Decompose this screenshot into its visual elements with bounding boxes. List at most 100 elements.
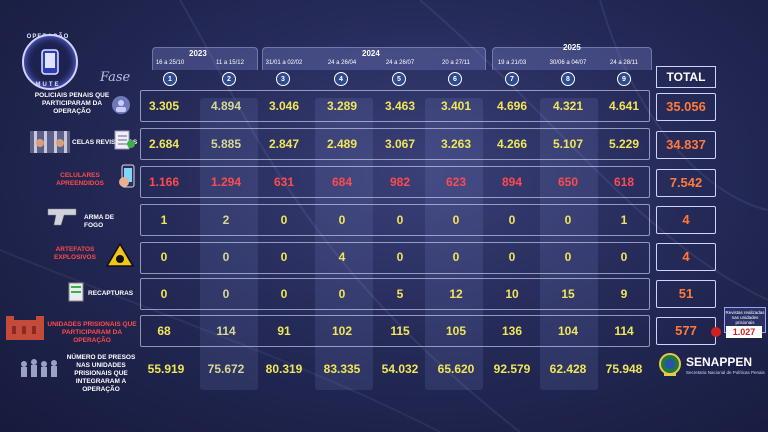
cell-value: 12 <box>449 287 463 301</box>
phase-date: 16 a 25/10 <box>155 60 185 66</box>
cell-value: 0 <box>338 287 346 301</box>
phase-number-badge: 3 <box>276 72 290 86</box>
cell-value: 0 <box>452 250 460 264</box>
cell-value: 55.919 <box>147 362 185 376</box>
cell-value: 3.263 <box>440 137 472 151</box>
phase-number-badge: 1 <box>163 72 177 86</box>
column-shade <box>540 98 598 390</box>
cell-value: 9 <box>620 287 628 301</box>
column-shade <box>315 98 373 390</box>
cell-value: 0 <box>160 287 168 301</box>
cell-value: 114 <box>216 324 236 338</box>
phase-number-badge: 4 <box>334 72 348 86</box>
cell-value: 3.305 <box>148 99 180 113</box>
prisoners-crowd-icon <box>21 359 57 377</box>
phase-number-badge: 9 <box>617 72 631 86</box>
cell-bars-icon <box>30 131 70 153</box>
alert-dot-icon <box>711 327 721 337</box>
phase-date: 11 a 15/12 <box>216 60 244 66</box>
row-label-presos: NÚMERO DE PRESOS NAS UNIDADES PRISIONAIS… <box>66 354 136 393</box>
cell-value: 1.166 <box>148 175 180 189</box>
cell-value: 104 <box>557 324 579 338</box>
row-label-policiais: POLICIAIS PENAIS QUE PARTICIPARAM DA OPE… <box>34 92 110 115</box>
phone-icon <box>41 49 59 75</box>
total-value: 4 <box>656 243 716 271</box>
phase-number-badge: 2 <box>222 72 236 86</box>
cell-value: 0 <box>508 250 516 264</box>
cell-value: 4.894 <box>210 99 242 113</box>
cell-value: 0 <box>564 250 572 264</box>
total-value: 7.542 <box>656 169 716 197</box>
cell-value: 4.321 <box>552 99 584 113</box>
explosive-warning-icon <box>106 242 134 267</box>
cell-value: 15 <box>561 287 575 301</box>
row-label-recapturas: RECAPTURAS <box>88 290 134 297</box>
cell-value: 0 <box>396 213 404 227</box>
cell-value: 3.463 <box>384 99 416 113</box>
year-header-2023 <box>152 47 258 70</box>
revistas-note-value: 1.027 <box>726 326 762 338</box>
cell-value: 83.335 <box>323 362 361 376</box>
phone-hand-icon <box>119 164 135 188</box>
cell-value: 4 <box>338 250 346 264</box>
cell-value: 1 <box>160 213 168 227</box>
cell-value: 2.684 <box>148 137 180 151</box>
prison-building-icon <box>6 316 44 340</box>
total-value: 51 <box>656 280 716 308</box>
operation-logo <box>22 34 78 90</box>
cell-value: 894 <box>501 175 523 189</box>
year-label: 2023 <box>189 49 207 58</box>
cell-value: 0 <box>222 250 230 264</box>
phase-date: 30/06 a 04/07 <box>549 60 587 66</box>
year-label: 2025 <box>563 43 581 52</box>
total-value: 35.056 <box>656 93 716 121</box>
year-header-2025 <box>492 47 652 70</box>
phase-date: 31/01 a 02/02 <box>265 60 303 66</box>
cell-value: 0 <box>508 213 516 227</box>
brand-name: SENAPPEN <box>686 355 753 369</box>
row-label-unidades: UNIDADES PRISIONAIS QUE PARTICIPARAM DA … <box>47 321 137 344</box>
cell-value: 623 <box>445 175 467 189</box>
cell-value: 5.229 <box>608 137 640 151</box>
total-header: TOTAL <box>656 66 716 88</box>
cell-value: 2.847 <box>268 137 300 151</box>
row-label-celas: CELAS REVISTADAS <box>72 139 138 146</box>
phase-date: 20 a 27/11 <box>442 60 470 66</box>
cell-value: 80.319 <box>265 362 303 376</box>
row-label-celulares: CELULARES APREENDIDOS <box>56 172 104 187</box>
cell-value: 0 <box>280 287 288 301</box>
checklist-icon <box>114 130 135 150</box>
cell-value: 2.489 <box>326 137 358 151</box>
cell-value: 0 <box>620 250 628 264</box>
phase-number-badge: 5 <box>392 72 406 86</box>
coat-of-arms-icon <box>659 353 681 376</box>
phase-date: 24 a 26/04 <box>327 60 357 66</box>
cell-value: 1 <box>620 213 628 227</box>
row-label-artefatos: ARTEFATOS EXPLOSIVOS <box>54 246 96 261</box>
cell-value: 5.885 <box>210 137 242 151</box>
row-label-arma: ARMA DE FOGO <box>84 214 115 229</box>
cell-value: 3.401 <box>440 99 472 113</box>
cell-value: 0 <box>338 213 346 227</box>
year-label: 2024 <box>362 49 380 58</box>
cell-value: 684 <box>331 175 353 189</box>
total-value: 34.837 <box>656 131 716 159</box>
phase-date: 19 a 21/03 <box>497 60 527 66</box>
cell-value: 68 <box>157 324 171 338</box>
cell-value: 54.032 <box>381 362 419 376</box>
cell-value: 62.428 <box>549 362 587 376</box>
cell-value: 92.579 <box>493 362 531 376</box>
cell-value: 4.696 <box>496 99 528 113</box>
cell-value: 0 <box>160 250 168 264</box>
cell-value: 105 <box>445 324 467 338</box>
cell-value: 10 <box>505 287 519 301</box>
cell-value: 75.672 <box>207 362 245 376</box>
cell-value: 3.046 <box>268 99 300 113</box>
phase-date: 24 a 26/07 <box>385 60 415 66</box>
cell-value: 0 <box>280 250 288 264</box>
phase-date: 24 a 28/11 <box>610 60 638 66</box>
cell-value: 631 <box>273 175 295 189</box>
row-frame <box>140 166 650 198</box>
cell-value: 65.620 <box>437 362 475 376</box>
cell-value: 0 <box>396 250 404 264</box>
